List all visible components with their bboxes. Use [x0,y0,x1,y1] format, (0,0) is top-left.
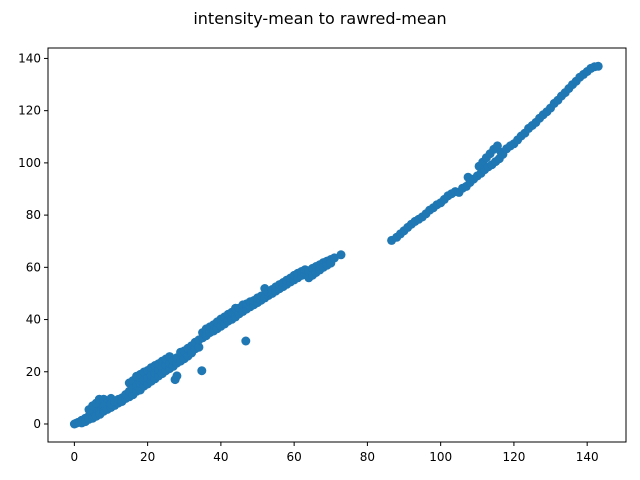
x-tick-label: 100 [429,450,452,464]
y-tick-label: 120 [18,104,41,118]
x-tick-label: 120 [502,450,525,464]
data-point [172,371,182,381]
data-point [336,250,346,260]
x-tick-label: 0 [71,450,79,464]
data-point [197,366,207,376]
chart-title: intensity-mean to rawred-mean [193,9,446,28]
y-axis-ticks: 0 20 40 60 80 100 120 140 [18,51,48,431]
y-tick-label: 140 [18,51,41,65]
data-point [194,342,204,352]
y-tick-label: 40 [26,313,41,327]
y-tick-label: 100 [18,156,41,170]
axes [47,47,627,443]
y-tick-label: 20 [26,365,41,379]
y-tick-label: 80 [26,208,41,222]
x-tick-label: 80 [360,450,375,464]
points-layer [69,61,603,429]
x-tick-label: 20 [140,450,155,464]
x-axis-ticks: 0 20 40 60 80 100 120 140 [71,442,599,464]
x-tick-label: 140 [576,450,599,464]
x-tick-label: 40 [213,450,228,464]
plot-frame [47,47,627,443]
y-tick-label: 0 [33,417,41,431]
data-point [241,336,251,346]
y-tick-label: 60 [26,260,41,274]
x-tick-label: 60 [287,450,302,464]
data-point [593,61,603,71]
